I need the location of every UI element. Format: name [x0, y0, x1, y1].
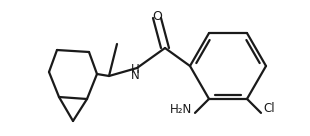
Text: O: O	[152, 10, 162, 23]
Text: H₂N: H₂N	[170, 103, 192, 116]
Text: Cl: Cl	[263, 102, 275, 115]
Text: N: N	[131, 69, 140, 82]
Text: H: H	[131, 63, 140, 76]
